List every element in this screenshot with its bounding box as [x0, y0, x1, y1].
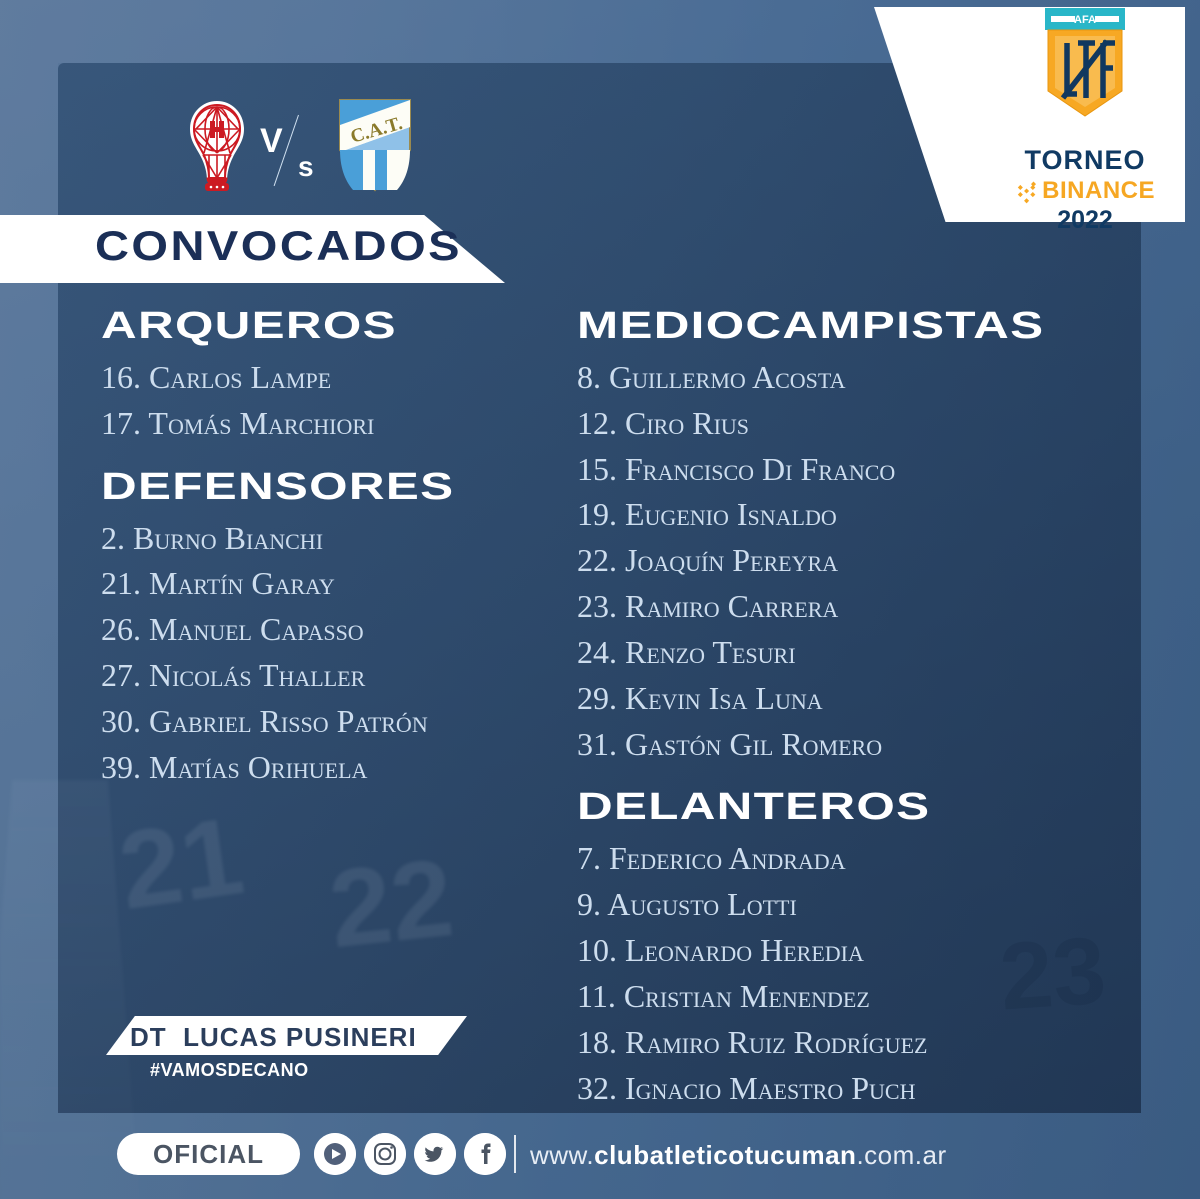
svg-text:AFA: AFA [1074, 14, 1096, 26]
